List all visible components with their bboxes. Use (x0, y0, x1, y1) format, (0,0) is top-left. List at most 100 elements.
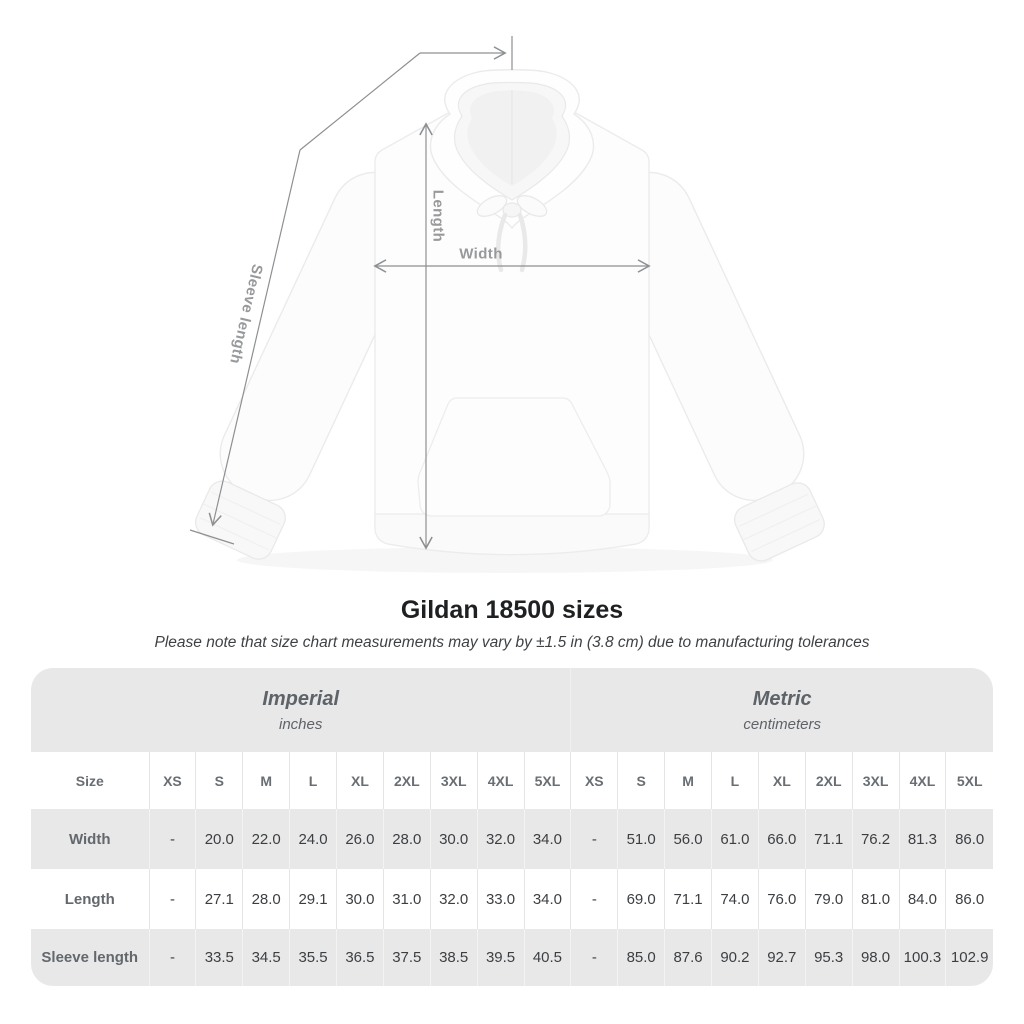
value-cell: 69.0 (617, 869, 665, 929)
length-measure-label: Length (429, 189, 447, 243)
size-cell: M (242, 752, 290, 809)
size-cell: L (711, 752, 759, 809)
value-cell: 32.0 (476, 809, 524, 869)
value-cell: 28.0 (382, 809, 431, 869)
hem-band (374, 513, 650, 556)
imperial-group-header: Imperial inches (31, 668, 571, 752)
imperial-group-unit: inches (279, 715, 323, 733)
value-cell: 95.3 (804, 929, 853, 986)
value-cell: 36.5 (336, 929, 384, 986)
value-cell: 32.0 (429, 869, 478, 929)
size-cell: S (617, 752, 665, 809)
size-cell: M (664, 752, 712, 809)
value-cell: 56.0 (664, 809, 712, 869)
table-row-width: Width - 20.0 22.0 24.0 26.0 28.0 30.0 32… (31, 809, 993, 869)
hood (429, 69, 595, 230)
value-cell: 40.5 (523, 929, 571, 986)
value-cell: 22.0 (242, 809, 290, 869)
size-cell: XS (148, 752, 196, 809)
value-cell: 71.1 (804, 809, 853, 869)
sleeve-length-arrow (189, 36, 513, 545)
value-cell: 66.0 (757, 809, 806, 869)
value-cell: 86.0 (945, 809, 993, 869)
value-cell: 34.5 (242, 929, 290, 986)
size-header-row: Size XS S M L XL 2XL 3XL 4XL 5XL XS S M … (31, 752, 993, 809)
value-cell: 28.0 (242, 869, 290, 929)
value-cell: 34.0 (523, 869, 571, 929)
value-cell: 37.5 (382, 929, 431, 986)
measurement-annotations (189, 36, 651, 550)
size-cell: 4XL (898, 752, 946, 809)
size-diagram: Length Width Sleeve length (189, 36, 825, 562)
metric-group-header: Metric centimeters (570, 668, 993, 752)
value-cell: 30.0 (429, 809, 478, 869)
page-title: Gildan 18500 sizes (400, 596, 624, 624)
hoodie-illustration (194, 69, 825, 562)
value-cell: 84.0 (898, 869, 946, 929)
value-cell: 100.3 (898, 929, 946, 986)
value-cell: 76.0 (757, 869, 806, 929)
value-cell: 87.6 (664, 929, 712, 986)
row-label: Width (68, 830, 111, 848)
value-cell: - (570, 929, 618, 986)
value-cell: 81.3 (898, 809, 946, 869)
size-chart-table: Imperial inches Metric centimeters Size … (31, 668, 993, 986)
value-cell: - (148, 929, 196, 986)
value-cell: - (570, 809, 618, 869)
hoodie-product-image (189, 36, 825, 562)
value-cell: - (570, 869, 618, 929)
value-cell: 26.0 (336, 809, 384, 869)
row-label: Length (64, 890, 115, 908)
tolerance-note: Please note that size chart measurements… (154, 634, 870, 651)
size-cell: XL (336, 752, 384, 809)
size-cell: L (289, 752, 337, 809)
unit-group-header-row: Imperial inches Metric centimeters (31, 668, 993, 752)
value-cell: 38.5 (429, 929, 478, 986)
size-cell: 4XL (476, 752, 524, 809)
table-row-length: Length - 27.1 28.0 29.1 30.0 31.0 32.0 3… (31, 869, 993, 929)
size-cell: 2XL (804, 752, 853, 809)
metric-group-title: Metric (752, 687, 812, 710)
value-cell: 79.0 (804, 869, 853, 929)
value-cell: 24.0 (289, 809, 337, 869)
size-cell: XL (757, 752, 806, 809)
value-cell: 27.1 (195, 869, 243, 929)
table-row-sleeve-length: Sleeve length - 33.5 34.5 35.5 36.5 37.5… (31, 929, 993, 986)
size-cell: 3XL (851, 752, 899, 809)
value-cell: 98.0 (851, 929, 899, 986)
value-cell: 74.0 (711, 869, 759, 929)
imperial-group-title: Imperial (262, 687, 340, 710)
width-measure-label: Width (459, 245, 503, 263)
metric-group-unit: centimeters (743, 715, 821, 733)
size-cell: XS (570, 752, 618, 809)
value-cell: 33.0 (476, 869, 524, 929)
value-cell: 30.0 (336, 869, 384, 929)
value-cell: 20.0 (195, 809, 243, 869)
value-cell: 71.1 (664, 869, 712, 929)
value-cell: 92.7 (757, 929, 806, 986)
value-cell: 33.5 (195, 929, 243, 986)
size-column-header: Size (75, 772, 104, 789)
value-cell: 61.0 (711, 809, 759, 869)
value-cell: 39.5 (476, 929, 524, 986)
value-cell: 81.0 (851, 869, 899, 929)
size-cell: 3XL (429, 752, 478, 809)
value-cell: 35.5 (289, 929, 337, 986)
size-cell: S (195, 752, 243, 809)
value-cell: 86.0 (945, 869, 993, 929)
value-cell: 90.2 (711, 929, 759, 986)
value-cell: 31.0 (382, 869, 431, 929)
size-cell: 5XL (945, 752, 993, 809)
size-cell: 2XL (382, 752, 431, 809)
value-cell: 76.2 (851, 809, 899, 869)
right-cuff (733, 482, 825, 562)
value-cell: 34.0 (523, 809, 571, 869)
row-label: Sleeve length (41, 949, 139, 966)
value-cell: 29.1 (289, 869, 337, 929)
size-chart: Imperial inches Metric centimeters Size … (31, 668, 993, 986)
value-cell: 102.9 (945, 929, 993, 986)
value-cell: - (148, 809, 196, 869)
value-cell: - (148, 869, 196, 929)
size-cell: 5XL (523, 752, 571, 809)
value-cell: 85.0 (617, 929, 665, 986)
